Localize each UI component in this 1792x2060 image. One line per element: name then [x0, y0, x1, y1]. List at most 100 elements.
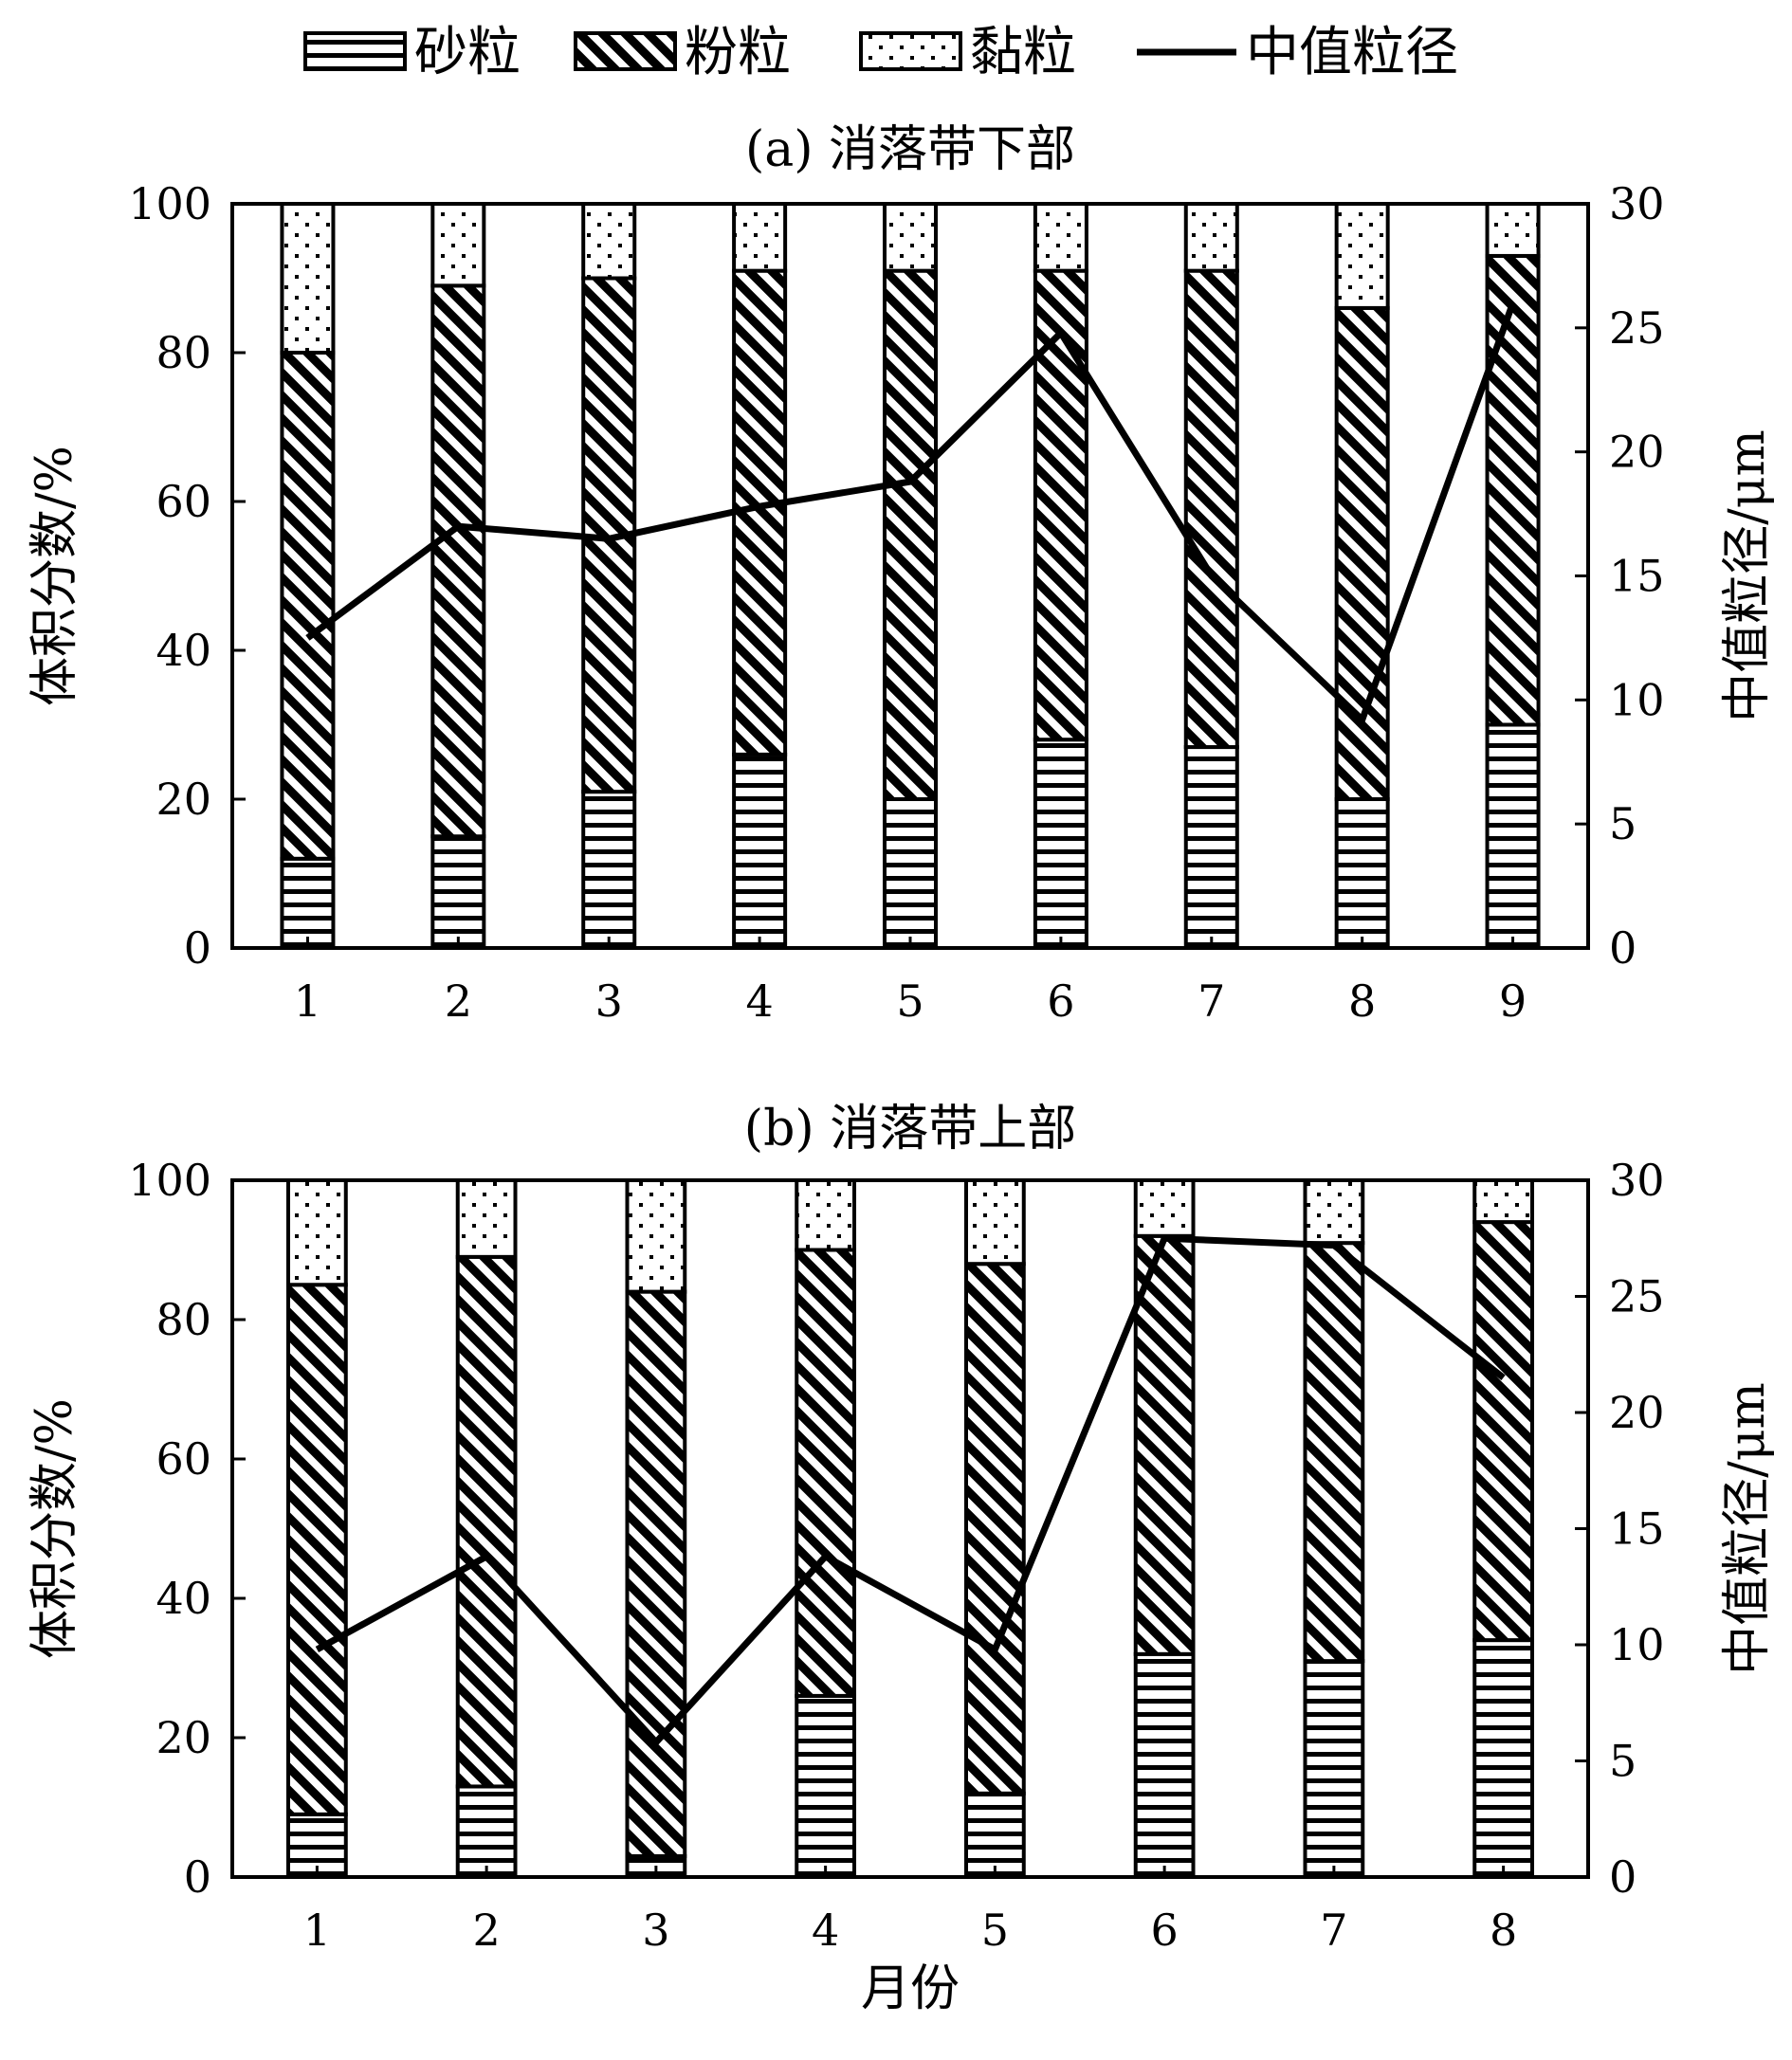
legend-label: 粉粒 — [685, 22, 791, 83]
x-axis-label: 月份 — [861, 1960, 960, 2017]
y2-tick-label: 25 — [1609, 302, 1665, 354]
bar-sand — [430, 834, 486, 950]
x-tick-label: 7 — [1320, 1905, 1347, 1956]
x-tick-label: 1 — [294, 975, 321, 1027]
bar-clay — [1183, 202, 1239, 273]
x-tick-label: 8 — [1348, 975, 1376, 1027]
bar-sand — [1303, 1659, 1365, 1880]
y-axis-label: 体积分数/% — [27, 446, 83, 706]
bar-silt — [882, 268, 939, 801]
y-tick-label: 80 — [155, 1294, 211, 1345]
x-tick-label: 8 — [1490, 1905, 1517, 1956]
x-tick-label: 4 — [745, 975, 773, 1027]
legend-label: 砂粒 — [414, 22, 521, 83]
bar-silt — [1485, 253, 1541, 727]
panel-title: (a) 消落带下部 — [745, 121, 1075, 178]
bar-clay — [1472, 1178, 1535, 1225]
x-tick-label: 5 — [981, 1905, 1009, 1956]
y2-axis-label: 中值粒径/μm — [1719, 429, 1776, 722]
bar-clay — [1303, 1178, 1365, 1246]
y-tick-label: 20 — [155, 1712, 211, 1763]
y2-tick-label: 20 — [1609, 1387, 1665, 1438]
bar-clay — [625, 1178, 687, 1294]
bar-clay — [455, 1178, 518, 1259]
y2-tick-label: 15 — [1609, 1504, 1665, 1555]
y2-tick-label: 5 — [1609, 1736, 1637, 1787]
y-axis-label: 体积分数/% — [27, 1398, 83, 1659]
bar-silt — [963, 1262, 1026, 1796]
bar-silt — [430, 283, 486, 839]
x-tick-label: 9 — [1499, 975, 1527, 1027]
bar-silt — [285, 1283, 348, 1816]
bar-sand — [732, 752, 788, 951]
y2-tick-label: 30 — [1609, 1155, 1665, 1206]
legend-label: 中值粒径 — [1246, 22, 1458, 83]
bar-clay — [963, 1178, 1026, 1267]
bar-clay — [1133, 1178, 1196, 1238]
bar-sand — [1183, 745, 1239, 950]
bar-sand — [795, 1693, 857, 1880]
bar-sand — [1033, 738, 1088, 951]
x-tick-label: 2 — [472, 1905, 500, 1956]
bar-sand — [1472, 1638, 1535, 1879]
bar-clay — [1485, 202, 1541, 258]
x-tick-label: 6 — [1047, 975, 1074, 1027]
y2-axis-label: 中值粒径/μm — [1719, 1382, 1776, 1675]
x-tick-label: 1 — [303, 1905, 331, 1956]
bar-sand — [1485, 722, 1541, 950]
bar-sand — [581, 790, 637, 951]
y-tick-label: 100 — [128, 1155, 211, 1206]
x-tick-label: 2 — [445, 975, 472, 1027]
y2-tick-label: 20 — [1609, 427, 1665, 478]
y2-tick-label: 25 — [1609, 1271, 1665, 1322]
x-tick-label: 3 — [642, 1905, 669, 1956]
bar-clay — [285, 1178, 348, 1287]
y-tick-label: 60 — [155, 1433, 211, 1485]
legend: 砂粒 粉粒 黏粒 中值粒径 — [303, 22, 1458, 83]
x-tick-label: 7 — [1198, 975, 1225, 1027]
median-line — [315, 1234, 1506, 1748]
x-tick-label: 5 — [896, 975, 923, 1027]
bar-silt — [1303, 1241, 1365, 1664]
bar-silt — [1472, 1220, 1535, 1643]
legend-label: 黏粒 — [970, 22, 1076, 83]
y2-tick-label: 10 — [1609, 1619, 1665, 1670]
bar-clay — [1334, 202, 1390, 310]
legend-swatch-diag — [574, 31, 677, 71]
bar-silt — [1183, 268, 1239, 750]
bar-silt — [1133, 1233, 1196, 1656]
bar-silt — [1334, 305, 1390, 801]
x-tick-label: 6 — [1150, 1905, 1178, 1956]
bar-clay — [280, 202, 336, 355]
y-tick-label: 0 — [184, 922, 211, 974]
panel-a: (a) 消落带下部 0 20 40 60 80 100 0 5 10 15 20 25 30 1 2 3 4 5 6 7… — [27, 121, 1776, 1027]
legend-swatch-dots — [859, 31, 962, 71]
y-tick-label: 20 — [155, 774, 211, 825]
y-tick-label: 0 — [184, 1851, 211, 1903]
bar-silt — [280, 351, 336, 861]
y2-tick-label: 10 — [1609, 674, 1665, 725]
bar-clay — [882, 202, 939, 273]
y2-tick-label: 15 — [1609, 551, 1665, 602]
bar-silt — [795, 1248, 857, 1698]
median-line — [305, 301, 1516, 726]
y-tick-label: 100 — [128, 178, 211, 229]
bar-silt — [1033, 268, 1088, 742]
panel-title: (b) 消落带上部 — [744, 1101, 1076, 1158]
bar-clay — [1033, 202, 1088, 273]
bar-silt — [455, 1254, 518, 1789]
bar-clay — [732, 202, 788, 273]
x-tick-label: 4 — [812, 1905, 839, 1956]
legend-swatch-horiz — [303, 31, 407, 71]
x-tick-label: 3 — [595, 975, 623, 1027]
panel-b: (b) 消落带上部 0 20 40 60 80 100 0 5 10 15 20 25 30 1 2 3 4 5 6 7… — [27, 1101, 1776, 2017]
y-tick-label: 40 — [155, 625, 211, 676]
y2-tick-label: 5 — [1609, 798, 1637, 849]
bar-clay — [581, 202, 637, 281]
bar-sand — [963, 1791, 1026, 1880]
y2-tick-label: 30 — [1609, 178, 1665, 229]
y2-tick-label: 0 — [1609, 1851, 1637, 1903]
bar-sand — [882, 797, 939, 950]
y-tick-label: 80 — [155, 327, 211, 378]
